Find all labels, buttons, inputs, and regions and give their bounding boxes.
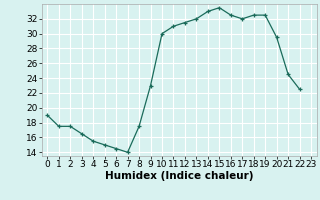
X-axis label: Humidex (Indice chaleur): Humidex (Indice chaleur) <box>105 171 253 181</box>
